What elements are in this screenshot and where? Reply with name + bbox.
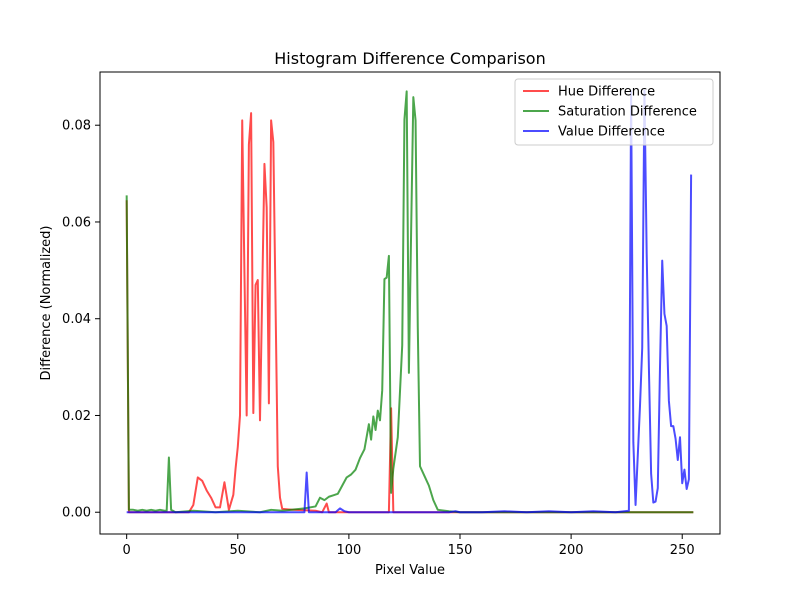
- legend-label: Saturation Difference: [558, 105, 697, 120]
- y-tick-label: 0.06: [62, 215, 91, 230]
- legend-box: [514, 78, 714, 146]
- y-axis: 0.00 0.02 0.04 0.06 0.08: [62, 119, 100, 521]
- y-axis-label: Difference (Normalized): [39, 225, 54, 380]
- y-tick-label: 0.08: [62, 119, 91, 134]
- series-line-1: [125, 90, 694, 514]
- x-axis-label: Pixel Value: [375, 563, 445, 578]
- series-line-2: [126, 89, 693, 514]
- axes-frame: [99, 71, 721, 535]
- plot-area: [125, 89, 694, 514]
- x-tick-label: 200: [559, 543, 584, 558]
- x-axis: 0 50 100 150 200 250: [123, 534, 695, 558]
- y-tick-label: 0.04: [62, 312, 91, 327]
- x-tick-label: 100: [336, 543, 361, 558]
- x-tick-label: 0: [123, 543, 131, 558]
- legend: Hue Difference Saturation Difference Value…: [514, 78, 714, 146]
- legend-label: Hue Difference: [558, 85, 655, 100]
- chart-title: Histogram Difference Comparison: [274, 49, 545, 68]
- legend-label: Value Difference: [558, 125, 665, 140]
- y-tick-label: 0.00: [62, 506, 91, 521]
- x-tick-label: 150: [448, 543, 473, 558]
- x-tick-label: 50: [230, 543, 247, 558]
- y-tick-label: 0.02: [62, 409, 91, 424]
- x-tick-label: 250: [670, 543, 695, 558]
